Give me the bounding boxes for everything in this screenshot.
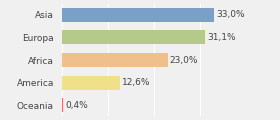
Text: 31,1%: 31,1% xyxy=(207,33,236,42)
Text: 33,0%: 33,0% xyxy=(216,10,244,19)
Bar xyxy=(62,76,120,90)
Text: 12,6%: 12,6% xyxy=(122,78,150,87)
Bar xyxy=(62,30,205,44)
Text: 0,4%: 0,4% xyxy=(65,101,88,110)
Text: 23,0%: 23,0% xyxy=(170,55,198,65)
Bar xyxy=(62,8,214,22)
Bar xyxy=(62,53,168,67)
Bar xyxy=(62,98,64,112)
